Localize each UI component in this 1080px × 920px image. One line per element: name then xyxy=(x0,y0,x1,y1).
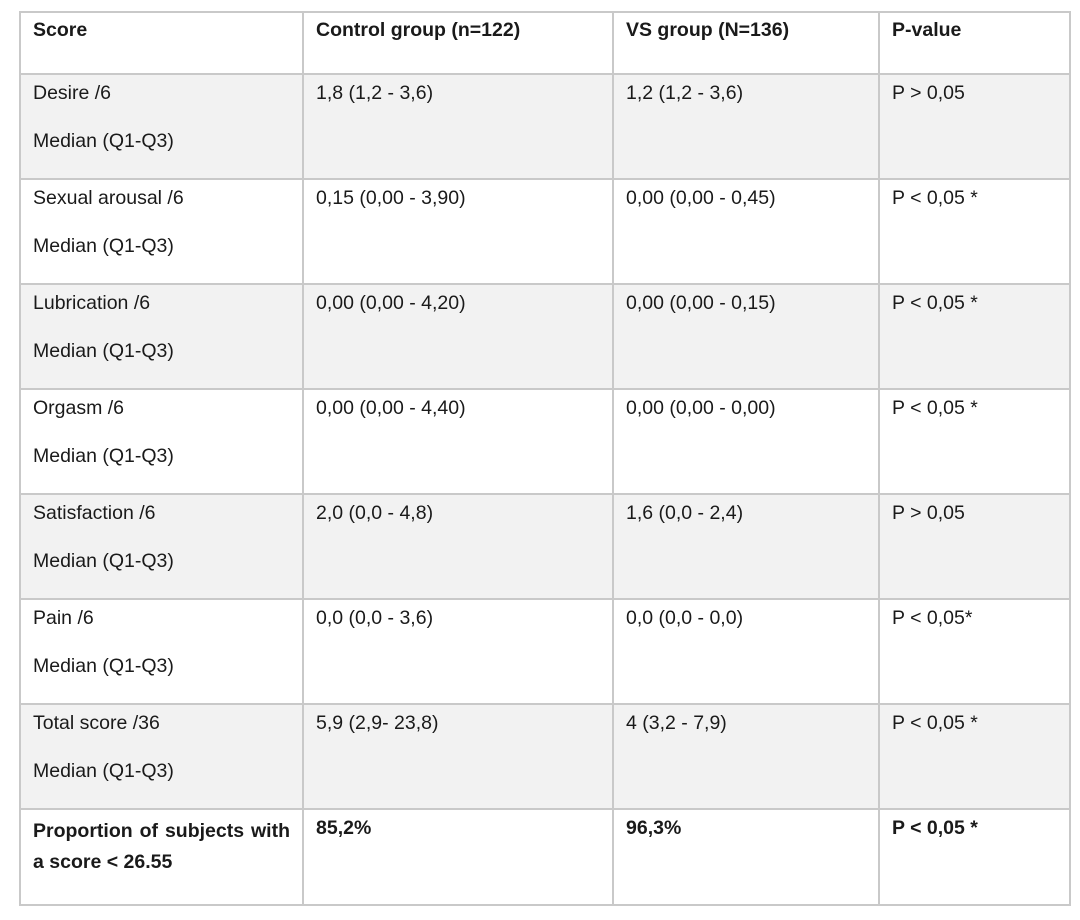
control-value-text: 2,0 (0,0 - 4,8) xyxy=(316,502,434,524)
proportion-vs-text: 96,3% xyxy=(626,817,682,839)
p-value: P < 0,05 * xyxy=(878,178,1071,285)
control-value-text: 0,00 (0,00 - 4,20) xyxy=(316,292,466,314)
control-value-text: 0,15 (0,00 - 3,90) xyxy=(316,187,466,209)
proportion-control-text: 85,2% xyxy=(316,817,372,839)
header-control-group: Control group (n=122) xyxy=(302,11,614,75)
header-p-value: P-value xyxy=(878,11,1071,75)
vs-value: 1,2 (1,2 - 3,6) xyxy=(612,73,880,180)
vs-value-text: 0,00 (0,00 - 0,00) xyxy=(626,397,776,419)
row-label-cell: Satisfaction /6 Median (Q1-Q3) xyxy=(19,493,304,600)
p-value-text: P < 0,05 * xyxy=(892,292,978,314)
p-value: P < 0,05* xyxy=(878,598,1071,705)
table-row: Orgasm /6 Median (Q1-Q3) 0,00 (0,00 - 4,… xyxy=(19,388,1071,495)
row-label-cell: Total score /36 Median (Q1-Q3) xyxy=(19,703,304,810)
p-value: P < 0,05 * xyxy=(878,703,1071,810)
p-value-text: P < 0,05* xyxy=(892,607,973,629)
row-sublabel: Median (Q1-Q3) xyxy=(33,235,174,257)
control-value-text: 0,00 (0,00 - 4,40) xyxy=(316,397,466,419)
results-table-container: Score Control group (n=122) VS group (N=… xyxy=(19,11,1071,906)
row-label: Total score /36 xyxy=(33,712,160,734)
proportion-label: Proportion of subjects with a score < 26… xyxy=(33,820,290,873)
row-label: Satisfaction /6 xyxy=(33,502,156,524)
proportion-row: Proportion of subjects with a score < 26… xyxy=(19,808,1071,906)
row-sublabel: Median (Q1-Q3) xyxy=(33,655,174,677)
table-row: Sexual arousal /6 Median (Q1-Q3) 0,15 (0… xyxy=(19,178,1071,285)
vs-value: 0,00 (0,00 - 0,00) xyxy=(612,388,880,495)
p-value: P < 0,05 * xyxy=(878,388,1071,495)
table-header-row: Score Control group (n=122) VS group (N=… xyxy=(19,11,1071,75)
vs-value-text: 1,6 (0,0 - 2,4) xyxy=(626,502,744,524)
vs-value: 4 (3,2 - 7,9) xyxy=(612,703,880,810)
row-sublabel: Median (Q1-Q3) xyxy=(33,130,174,152)
p-value-text: P > 0,05 xyxy=(892,502,965,524)
control-value: 0,00 (0,00 - 4,40) xyxy=(302,388,614,495)
row-label: Lubrication /6 xyxy=(33,292,151,314)
table-row: Lubrication /6 Median (Q1-Q3) 0,00 (0,00… xyxy=(19,283,1071,390)
p-value: P > 0,05 xyxy=(878,493,1071,600)
row-label-cell: Sexual arousal /6 Median (Q1-Q3) xyxy=(19,178,304,285)
p-value-text: P < 0,05 * xyxy=(892,712,978,734)
control-value: 0,00 (0,00 - 4,20) xyxy=(302,283,614,390)
p-value-text: P < 0,05 * xyxy=(892,187,978,209)
table-row: Satisfaction /6 Median (Q1-Q3) 2,0 (0,0 … xyxy=(19,493,1071,600)
row-label: Desire /6 xyxy=(33,82,112,104)
vs-value: 0,00 (0,00 - 0,15) xyxy=(612,283,880,390)
control-value: 2,0 (0,0 - 4,8) xyxy=(302,493,614,600)
proportion-p-text: P < 0,05 * xyxy=(892,817,978,839)
control-value: 0,15 (0,00 - 3,90) xyxy=(302,178,614,285)
vs-value-text: 0,0 (0,0 - 0,0) xyxy=(626,607,744,629)
row-label: Sexual arousal /6 xyxy=(33,187,184,209)
row-label-cell: Lubrication /6 Median (Q1-Q3) xyxy=(19,283,304,390)
results-table: Score Control group (n=122) VS group (N=… xyxy=(19,11,1071,906)
p-value-text: P > 0,05 xyxy=(892,82,965,104)
proportion-vs-value: 96,3% xyxy=(612,808,880,906)
vs-value: 0,0 (0,0 - 0,0) xyxy=(612,598,880,705)
row-sublabel: Median (Q1-Q3) xyxy=(33,550,174,572)
p-value-text: P < 0,05 * xyxy=(892,397,978,419)
vs-value-text: 1,2 (1,2 - 3,6) xyxy=(626,82,744,104)
row-label-cell: Pain /6 Median (Q1-Q3) xyxy=(19,598,304,705)
table-row: Pain /6 Median (Q1-Q3) 0,0 (0,0 - 3,6) 0… xyxy=(19,598,1071,705)
table-row: Total score /36 Median (Q1-Q3) 5,9 (2,9-… xyxy=(19,703,1071,810)
header-score: Score xyxy=(19,11,304,75)
control-value: 0,0 (0,0 - 3,6) xyxy=(302,598,614,705)
control-value: 1,8 (1,2 - 3,6) xyxy=(302,73,614,180)
vs-value: 1,6 (0,0 - 2,4) xyxy=(612,493,880,600)
control-value-text: 1,8 (1,2 - 3,6) xyxy=(316,82,434,104)
vs-value-text: 4 (3,2 - 7,9) xyxy=(626,712,727,734)
row-label: Orgasm /6 xyxy=(33,397,125,419)
row-sublabel: Median (Q1-Q3) xyxy=(33,760,174,782)
vs-value: 0,00 (0,00 - 0,45) xyxy=(612,178,880,285)
row-label: Pain /6 xyxy=(33,607,94,629)
proportion-p-value: P < 0,05 * xyxy=(878,808,1071,906)
proportion-label-cell: Proportion of subjects with a score < 26… xyxy=(19,808,304,906)
control-value-text: 5,9 (2,9- 23,8) xyxy=(316,712,439,734)
row-label-cell: Desire /6 Median (Q1-Q3) xyxy=(19,73,304,180)
proportion-control-value: 85,2% xyxy=(302,808,614,906)
table-row: Desire /6 Median (Q1-Q3) 1,8 (1,2 - 3,6)… xyxy=(19,73,1071,180)
vs-value-text: 0,00 (0,00 - 0,45) xyxy=(626,187,776,209)
control-value: 5,9 (2,9- 23,8) xyxy=(302,703,614,810)
p-value: P < 0,05 * xyxy=(878,283,1071,390)
vs-value-text: 0,00 (0,00 - 0,15) xyxy=(626,292,776,314)
row-label-cell: Orgasm /6 Median (Q1-Q3) xyxy=(19,388,304,495)
row-sublabel: Median (Q1-Q3) xyxy=(33,340,174,362)
control-value-text: 0,0 (0,0 - 3,6) xyxy=(316,607,434,629)
row-sublabel: Median (Q1-Q3) xyxy=(33,445,174,467)
p-value: P > 0,05 xyxy=(878,73,1071,180)
header-vs-group: VS group (N=136) xyxy=(612,11,880,75)
